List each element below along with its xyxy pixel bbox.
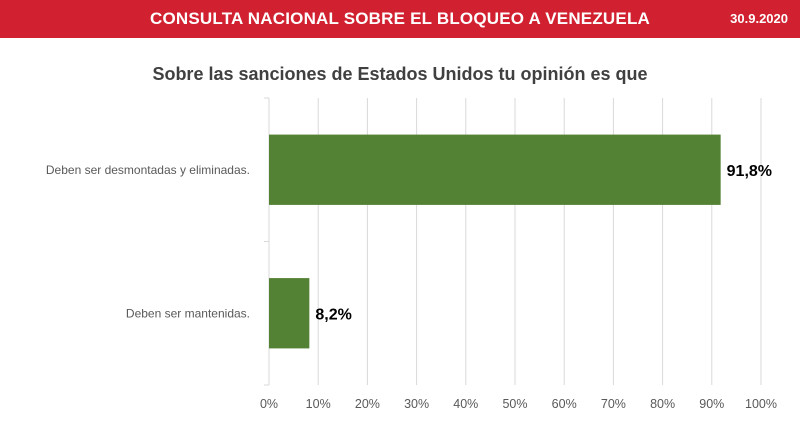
x-tick-label: 0% — [260, 397, 278, 411]
x-tick-label: 80% — [650, 397, 675, 411]
header-bar: CONSULTA NACIONAL SOBRE EL BLOQUEO A VEN… — [0, 0, 800, 38]
x-tick-label: 30% — [404, 397, 429, 411]
data-label: 8,2% — [315, 306, 351, 323]
x-tick-label: 70% — [601, 397, 626, 411]
x-tick-label: 10% — [306, 397, 331, 411]
category-label: Deben ser mantenidas. — [126, 306, 250, 320]
header-title: CONSULTA NACIONAL SOBRE EL BLOQUEO A VEN… — [149, 9, 651, 28]
bar — [269, 134, 721, 205]
x-tick-label: 90% — [699, 397, 724, 411]
header-date: 30.9.2020 — [730, 11, 788, 26]
x-tick-label: 40% — [453, 397, 478, 411]
x-tick-label: 20% — [355, 397, 380, 411]
x-tick-label: 100% — [745, 397, 777, 411]
chart-title: Sobre las sanciones de Estados Unidos tu… — [152, 64, 648, 84]
x-tick-label: 60% — [552, 397, 577, 411]
data-label: 91,8% — [727, 163, 772, 180]
x-tick-label: 50% — [502, 397, 527, 411]
bar — [269, 278, 310, 349]
category-label: Deben ser desmontadas y eliminadas. — [46, 163, 250, 177]
